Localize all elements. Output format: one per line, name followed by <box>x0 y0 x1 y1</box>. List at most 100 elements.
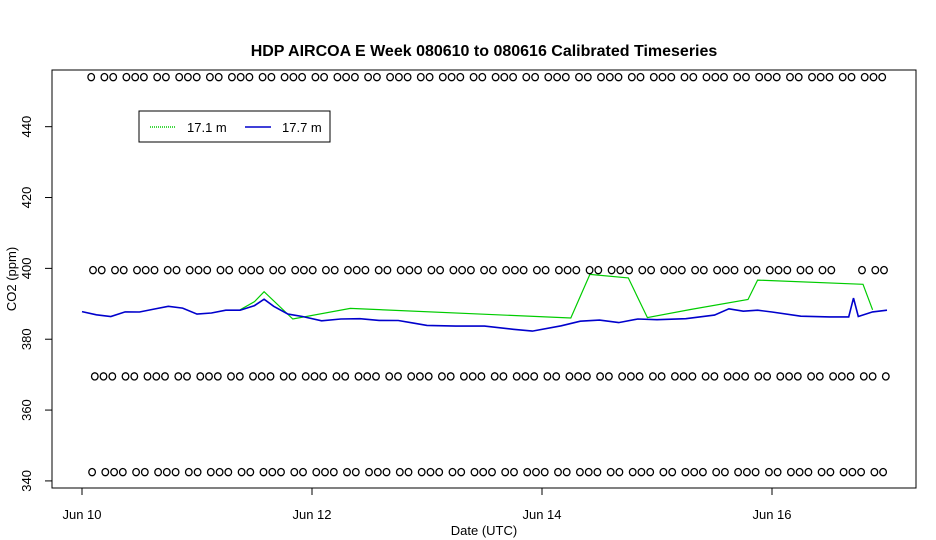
calibration-point <box>163 265 172 275</box>
calibration-point <box>532 265 541 275</box>
calibration-point <box>374 265 383 275</box>
calibration-point <box>131 72 140 82</box>
calibration-point <box>523 467 532 477</box>
calibration-point <box>288 372 297 381</box>
calibration-point <box>175 72 184 82</box>
calibration-point <box>259 467 268 477</box>
calibration-point <box>161 72 170 82</box>
calibration-point <box>365 467 373 477</box>
calibration-point <box>206 467 215 477</box>
calibration-point <box>354 372 363 381</box>
calibration-point <box>594 265 603 275</box>
y-tick-label: 400 <box>19 258 34 280</box>
calibration-point <box>266 372 275 381</box>
calibration-point <box>404 467 413 477</box>
calibration-point <box>660 265 669 275</box>
calibration-point <box>101 467 110 477</box>
calibration-point <box>646 467 655 477</box>
calibration-point <box>500 72 509 82</box>
calibration-point <box>456 72 465 82</box>
calibration-point <box>333 72 342 82</box>
calibration-point <box>531 72 540 82</box>
calibration-point <box>561 72 570 82</box>
y-tick-label: 440 <box>19 116 34 138</box>
calibration-point <box>688 372 697 381</box>
calibration-point <box>150 265 159 275</box>
calibration-point <box>699 265 708 275</box>
calibration-point <box>585 265 594 275</box>
calibration-point <box>88 467 97 477</box>
x-tick-label: Jun 12 <box>292 507 331 522</box>
calibration-point <box>764 467 773 477</box>
calibration-point <box>795 467 804 477</box>
calibration-point <box>414 265 423 275</box>
calibration-point <box>351 467 360 477</box>
calibration-point <box>290 467 299 477</box>
calibration-point <box>648 372 657 381</box>
calibration-point <box>224 467 233 477</box>
calibration-point <box>480 265 489 275</box>
calibration-point <box>679 372 688 381</box>
calibration-point <box>491 72 500 82</box>
calibration-point <box>394 72 403 82</box>
y-tick-label: 380 <box>19 328 34 350</box>
calibration-point <box>847 72 856 82</box>
calibration-point <box>691 265 700 275</box>
calibration-point <box>249 372 257 381</box>
series-layer <box>81 72 890 477</box>
calibration-point <box>532 467 540 477</box>
x-tick-label: Jun 16 <box>752 507 791 522</box>
calibration-point <box>752 265 761 275</box>
calibration-point <box>235 372 244 381</box>
calibration-point <box>97 265 106 275</box>
calibration-point <box>373 467 382 477</box>
calibration-point <box>512 372 521 381</box>
calibration-point <box>435 467 444 477</box>
calibration-point <box>741 372 750 381</box>
calibration-point <box>818 265 827 275</box>
calibration-point <box>308 265 317 275</box>
calibration-point <box>881 372 890 381</box>
calibration-point <box>772 72 781 82</box>
calibration-point <box>90 372 99 381</box>
calibration-point <box>734 467 743 477</box>
calibration-point <box>203 265 212 275</box>
calibration-point <box>213 372 222 381</box>
calibration-point <box>291 265 300 275</box>
calibration-point <box>437 372 446 381</box>
calibration-point <box>647 265 656 275</box>
calibration-point <box>785 372 794 381</box>
calibration-point <box>468 372 477 381</box>
y-tick-label: 340 <box>19 470 34 492</box>
calibration-point <box>277 467 285 477</box>
calibration-point <box>477 372 486 381</box>
calibration-point <box>257 372 266 381</box>
calibration-point <box>255 265 264 275</box>
calibration-point <box>742 467 751 477</box>
calibration-point <box>606 467 615 477</box>
calibration-point <box>593 467 602 477</box>
calibration-point <box>838 72 847 82</box>
calibration-point <box>415 372 424 381</box>
calibration-point <box>879 467 888 477</box>
calibration-point <box>214 72 223 82</box>
calibration-point <box>677 265 686 275</box>
calibration-point <box>658 72 667 82</box>
calibration-point <box>216 265 225 275</box>
chart-title: HDP AIRCOA E Week 080610 to 080616 Calib… <box>251 43 718 60</box>
calibration-point <box>638 265 647 275</box>
calibration-point <box>363 372 372 381</box>
calibration-point <box>449 265 458 275</box>
calibration-point <box>751 467 760 477</box>
calibration-point <box>458 265 467 275</box>
legend-label-0: 17.1 m <box>187 120 227 135</box>
calibration-point <box>215 467 224 477</box>
calibration-point <box>488 467 496 477</box>
calibration-point <box>574 372 583 381</box>
calibration-point <box>720 72 728 82</box>
calibration-point <box>448 467 457 477</box>
calibration-point <box>628 467 637 477</box>
calibration-point <box>350 72 359 82</box>
calibration-point <box>530 372 539 381</box>
calibration-point <box>394 372 402 381</box>
